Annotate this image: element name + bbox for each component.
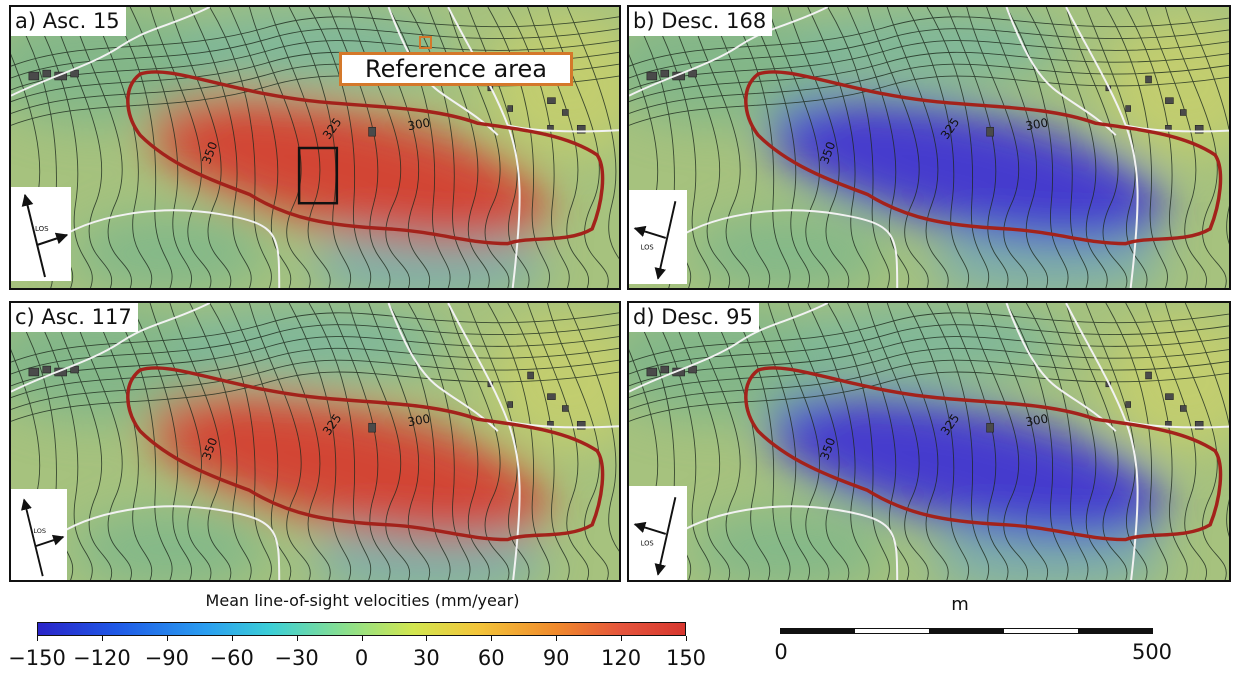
scale-bar <box>780 628 1153 634</box>
panel-c: 350 325 300 c) Asc. 117 LOS <box>9 301 621 582</box>
colorbar-tick <box>686 636 687 641</box>
colorbar-tick-label: −150 <box>8 646 66 670</box>
colorbar-tick <box>231 636 233 641</box>
los-indicator: LOS <box>11 187 71 281</box>
los-arrow-icon: LOS <box>21 498 65 577</box>
svg-text:LOS: LOS <box>35 225 49 233</box>
colorbar-tick <box>491 636 493 641</box>
svg-text:LOS: LOS <box>33 527 46 535</box>
colorbar-tick-label: −60 <box>209 646 254 670</box>
contour-label: 300 <box>406 412 431 430</box>
contour-label: 300 <box>1024 116 1049 134</box>
los-arrow-icon: LOS <box>633 497 677 576</box>
analysis-box <box>297 146 339 205</box>
colorbar-tick-label: 30 <box>413 646 440 670</box>
colorbar-tick-label: 90 <box>542 646 570 670</box>
contour-label: 300 <box>406 116 431 134</box>
los-indicator: LOS <box>11 489 67 580</box>
panel-b: 350 325 300 b) Desc. 168 LOS <box>627 5 1231 290</box>
los-indicator: LOS <box>629 486 687 580</box>
scale-bar-min: 0 <box>774 640 788 664</box>
panel-a: 350 325 300 a) Asc. 15 LOS <box>9 5 621 290</box>
colorbar-tick <box>426 636 428 641</box>
panel-label: d) Desc. 95 <box>629 303 759 332</box>
colorbar-tick-label: 150 <box>665 646 707 670</box>
los-arrow-icon: LOS <box>633 201 677 280</box>
los-arrow-icon: LOS <box>21 193 69 278</box>
colorbar-tick <box>296 636 298 641</box>
colorbar-tick-label: −30 <box>274 646 319 670</box>
colorbar-tick-label: −120 <box>73 646 131 670</box>
colorbar-tick <box>166 636 168 641</box>
panel-label: b) Desc. 168 <box>629 7 773 36</box>
colorbar-tick <box>37 636 38 641</box>
los-indicator: LOS <box>629 190 687 284</box>
panel-d: 350 325 300 d) Desc. 95 LOS <box>627 301 1231 582</box>
contour-label: 300 <box>1024 412 1049 430</box>
colorbar-tick-label: 0 <box>354 646 369 670</box>
panel-label: c) Asc. 117 <box>11 303 138 332</box>
reference-area-label: Reference area <box>339 52 573 86</box>
colorbar-tick <box>621 636 623 641</box>
colorbar-tick <box>361 636 363 641</box>
colorbar-tick-label: 120 <box>601 646 642 670</box>
reference-area-marker <box>419 36 432 49</box>
colorbar <box>37 622 686 636</box>
colorbar-tick <box>101 636 103 641</box>
svg-text:LOS: LOS <box>641 540 654 548</box>
colorbar-tick-label: −90 <box>144 646 189 670</box>
scale-bar-unit: m <box>951 594 969 615</box>
colorbar-tick-label: 60 <box>477 646 505 670</box>
colorbar-tick <box>556 636 558 641</box>
svg-text:LOS: LOS <box>641 244 654 252</box>
colorbar-title: Mean line-of-sight velocities (mm/year) <box>205 591 520 610</box>
panel-label: a) Asc. 15 <box>11 7 126 36</box>
scale-bar-max: 500 <box>1131 640 1173 664</box>
